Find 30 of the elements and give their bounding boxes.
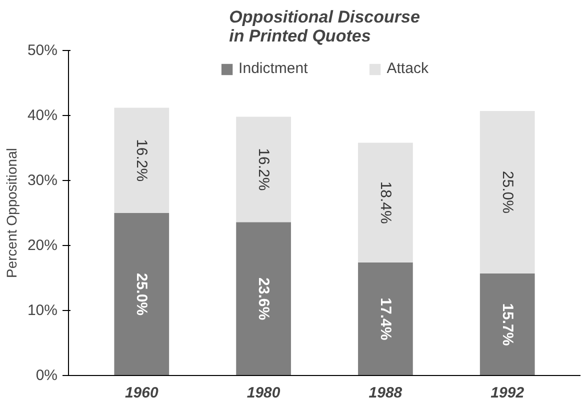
y-tick-label: 10% xyxy=(27,302,58,319)
data-label: 25.0% xyxy=(133,272,150,316)
bar xyxy=(236,222,291,376)
y-tick-label: 0% xyxy=(36,367,58,384)
x-tick-label: 1980 xyxy=(246,384,281,400)
bar xyxy=(480,110,535,274)
data-label: 15.7% xyxy=(498,303,516,346)
x-tick-label: 1992 xyxy=(490,384,525,400)
y-tick-label: 50% xyxy=(27,42,58,59)
bar xyxy=(114,213,170,376)
data-label: 25.0% xyxy=(498,170,516,214)
y-tick-label: 40% xyxy=(27,107,58,124)
x-tick-label: 1988 xyxy=(368,384,403,400)
data-label: 16.2% xyxy=(255,148,272,191)
bar xyxy=(358,262,413,376)
data-label: 16.2% xyxy=(133,139,150,182)
data-label: 17.4% xyxy=(376,298,394,340)
data-label: 23.6% xyxy=(255,278,272,320)
chart-title: Oppositional Discourse in Printed Quotes xyxy=(229,8,420,46)
bar xyxy=(236,116,291,222)
y-axis-title: Percent Oppositional xyxy=(3,148,20,278)
y-tick-label: 20% xyxy=(27,237,58,254)
legend-label: Indictment xyxy=(238,60,308,77)
y-tick-label: 30% xyxy=(27,172,58,189)
data-label: 18.4% xyxy=(376,181,394,224)
bar xyxy=(358,142,413,262)
bar xyxy=(480,273,535,376)
bar xyxy=(114,108,170,213)
x-tick-label: 1960 xyxy=(124,384,159,400)
legend-label: Attack xyxy=(386,60,428,77)
